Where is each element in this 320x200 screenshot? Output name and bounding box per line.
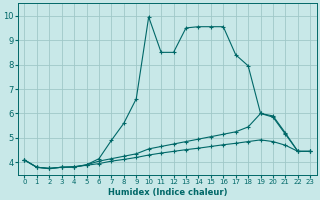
X-axis label: Humidex (Indice chaleur): Humidex (Indice chaleur) bbox=[108, 188, 227, 197]
